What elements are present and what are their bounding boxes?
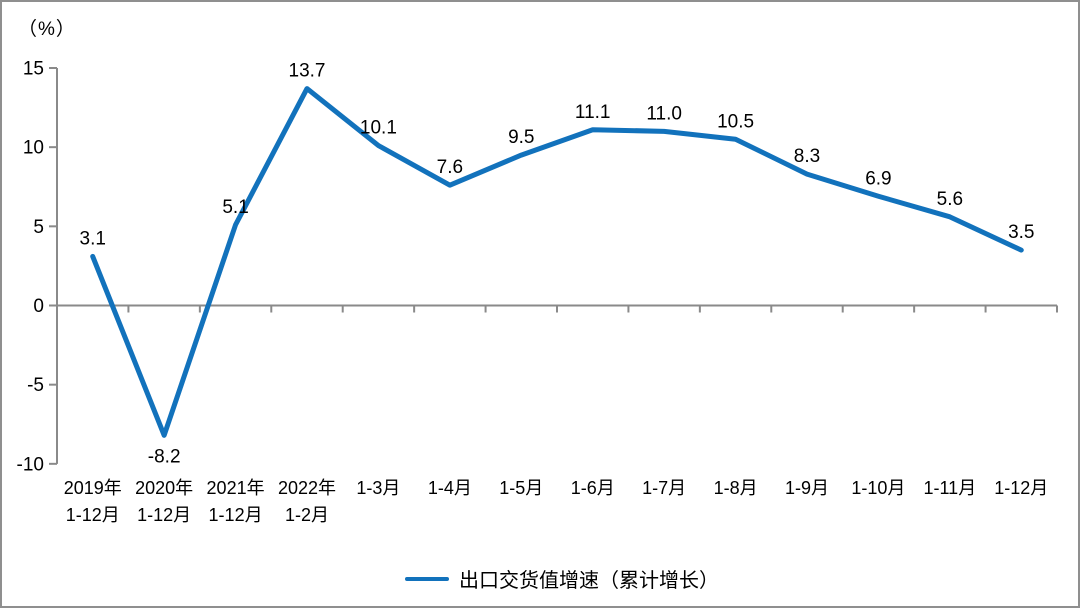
data-label: 3.5 [1008,222,1034,243]
category-label: 1-6月 [571,478,615,498]
category-label: 1-4月 [428,478,472,498]
legend-label: 出口交货值增速（累计增长） [459,570,719,592]
y-tick-label: 15 [23,59,44,80]
data-label: 13.7 [289,61,326,82]
category-label: 2022年 1-2月 [278,478,336,525]
y-tick-label: 10 [23,138,44,159]
legend: 出口交货值增速（累计增长） [24,564,1078,593]
data-label: 11.1 [575,102,611,123]
category-label: 2020年 1-12月 [135,478,193,525]
data-label: 6.9 [865,168,891,189]
data-label: 7.6 [437,157,463,178]
category-label: 1-12月 [994,478,1048,498]
category-label: 2019年 1-12月 [64,478,122,525]
y-tick-label: -5 [27,375,44,396]
category-label: 1-5月 [499,478,543,498]
y-axis-unit-label: （%） [18,19,76,40]
data-label: 11.0 [646,103,682,124]
data-label: 3.1 [80,228,106,249]
category-label: 1-7月 [642,478,686,498]
data-label: 9.5 [508,127,534,148]
data-label: 5.1 [222,197,248,218]
series-line [90,86,1024,438]
data-label: 10.5 [717,111,754,132]
data-label: 8.3 [794,146,820,167]
data-label: 5.6 [937,189,963,210]
y-tick-label: 5 [33,217,44,238]
category-label: 1-3月 [356,478,400,498]
category-label: 1-9月 [785,478,829,498]
y-tick-label: 0 [33,296,44,317]
legend-line-swatch [405,576,449,581]
data-label: -8.2 [148,446,181,467]
y-tick-label: -10 [17,454,44,475]
category-label: 2021年 1-12月 [207,478,265,525]
category-label: 1-10月 [851,478,905,498]
category-label: 1-11月 [924,478,977,498]
data-label: 10.1 [360,118,397,139]
category-label: 1-8月 [714,478,758,498]
